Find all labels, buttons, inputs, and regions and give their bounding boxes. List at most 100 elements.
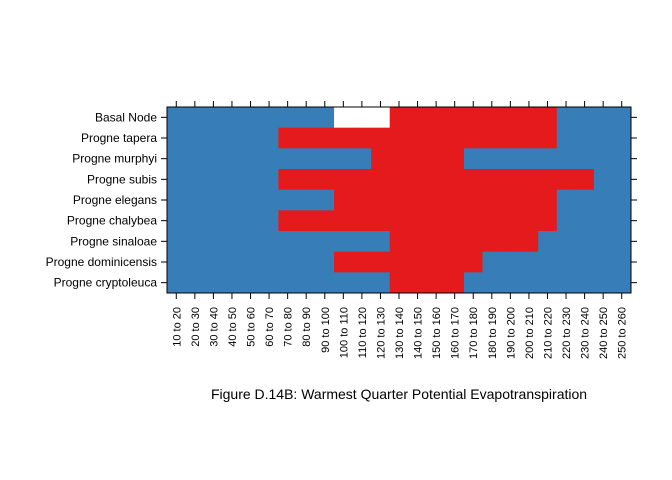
heatmap-cell [501,272,521,294]
heatmap-cell [167,148,186,170]
heatmap-cell [519,231,539,253]
y-tick-label: Progne elegans [73,193,157,207]
heatmap-cell [445,148,465,170]
heatmap-cell [259,148,279,170]
heatmap-cell [575,231,595,253]
heatmap-cell [426,251,446,273]
heatmap-cell [167,272,186,294]
heatmap-cell [445,169,465,191]
heatmap-cell [167,231,186,253]
heatmap-cell [612,127,632,149]
heatmap-cell [538,169,558,191]
heatmap-cell [204,231,224,253]
x-tick-label: 80 to 90 [301,307,313,347]
heatmap-cell [352,169,372,191]
heatmap-cell [593,189,613,211]
heatmap-cell [222,231,242,253]
x-tick-label: 220 to 230 [561,307,573,359]
heatmap-cell [445,272,465,294]
heatmap-cell [222,127,242,149]
heatmap-cell [167,127,186,149]
heatmap-cell [352,210,372,232]
heatmap-cell [315,107,335,129]
heatmap-cell [519,272,539,294]
heatmap-cell [185,231,205,253]
heatmap-cell [241,210,261,232]
heatmap-cell [519,251,539,273]
heatmap-cell [519,210,539,232]
heatmap-cell [426,169,446,191]
heatmap-cell [259,107,279,129]
heatmap-cell [167,251,186,273]
heatmap-cell [315,148,335,170]
heatmap-cell [501,189,521,211]
heatmap-cell [519,189,539,211]
heatmap-cell [352,251,372,273]
heatmap-cell [371,169,391,191]
heatmap-cell [482,210,502,232]
heatmap-cell [408,231,428,253]
heatmap-cell [278,148,298,170]
heatmap-cell [315,189,335,211]
heatmap-cell [371,127,391,149]
heatmap-cell [519,148,539,170]
heatmap-cell [612,272,632,294]
heatmap-cell [296,210,316,232]
y-tick-label: Progne subis [87,172,157,186]
x-tick-label: 170 to 180 [468,307,480,359]
heatmap-cell [371,107,391,129]
heatmap-cell [315,127,335,149]
heatmap-cell [352,272,372,294]
heatmap-cell [259,251,279,273]
heatmap-cell [222,251,242,273]
heatmap-cell [389,210,409,232]
heatmap-cell [204,210,224,232]
heatmap-cell [241,231,261,253]
y-tick-label: Progne cryptoleuca [54,276,158,290]
heatmap-cell [259,169,279,191]
heatmap-cell [463,231,483,253]
heatmap-cell [593,169,613,191]
heatmap-cell [334,169,353,191]
heatmap-cell [259,189,279,211]
y-tick-label: Progne murphyi [72,152,157,166]
heatmap-cell [278,189,298,211]
heatmap-cell [482,107,502,129]
heatmap-cell [408,189,428,211]
heatmap-cell [575,127,595,149]
heatmap-cell [519,127,539,149]
heatmap-cell [315,231,335,253]
heatmap-cell [185,148,205,170]
heatmap-cell [612,210,632,232]
heatmap-cell [501,169,521,191]
heatmap-cell [426,148,446,170]
heatmap-cell [296,127,316,149]
heatmap-cell [538,189,558,211]
heatmap-cell [167,210,186,232]
heatmap-cell [222,210,242,232]
heatmap-cell [334,210,353,232]
heatmap-cell [501,210,521,232]
heatmap-cell [315,210,335,232]
heatmap-cell [593,210,613,232]
heatmap-cell [352,127,372,149]
heatmap-cell [463,107,483,129]
x-tick-label: 50 to 60 [246,307,258,347]
y-tick-label: Progne chalybea [67,214,157,228]
heatmap-cell [408,210,428,232]
heatmap-cell [593,127,613,149]
heatmap-cell [204,107,224,129]
heatmap-cell [259,127,279,149]
heatmap-cell [204,251,224,273]
heatmap-cell [204,272,224,294]
heatmap-cell [389,189,409,211]
heatmap-cell [371,210,391,232]
heatmap-cell [556,127,576,149]
heatmap-cell [463,127,483,149]
heatmap-cell [482,251,502,273]
x-tick-label: 10 to 20 [171,307,183,347]
heatmap-cell [519,107,539,129]
x-tick-label: 210 to 220 [542,307,554,359]
heatmap-cell [463,251,483,273]
